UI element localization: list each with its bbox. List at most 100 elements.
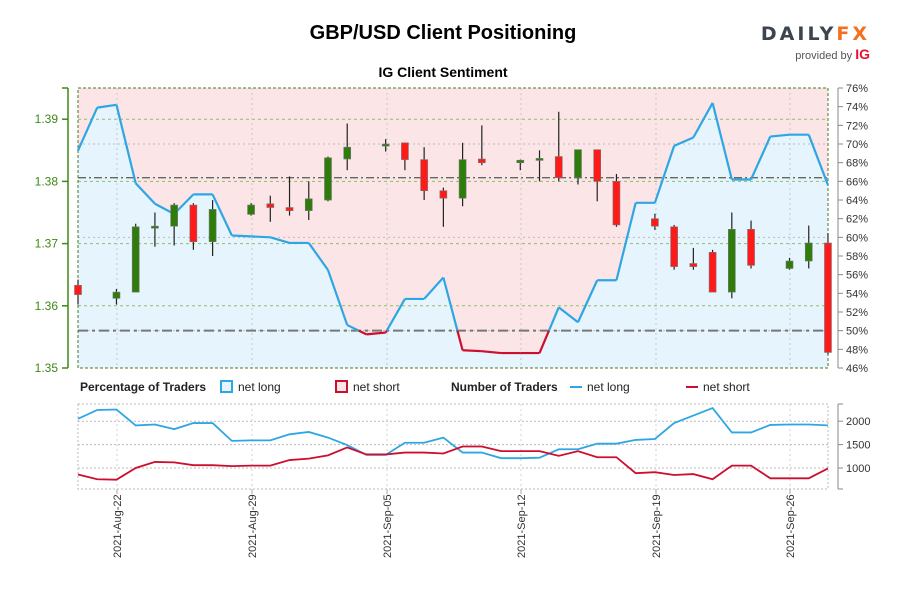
- net-long-percentage-line: [76, 102, 829, 355]
- bullish-candle: [304, 198, 313, 211]
- left-axis-label: 1.37: [35, 237, 59, 251]
- right-axis-label: 58%: [846, 251, 868, 263]
- date-label: 2021-Aug-29: [247, 494, 259, 558]
- bearish-candle: [689, 263, 698, 267]
- sentiment-segment: [326, 269, 349, 326]
- right-axis-label: 64%: [846, 195, 868, 207]
- sentiment-segment: [385, 298, 406, 332]
- sentiment-segment: [481, 350, 502, 355]
- sentiment-segment: [269, 236, 290, 244]
- bullish-candle: [535, 158, 544, 161]
- bullish-candle: [574, 149, 582, 178]
- sentiment-segment: [653, 145, 676, 204]
- axes: 1.35 1.36 1.37 1.38 1.39 46% 48% 50% 52% 54% 56% 58…: [35, 83, 869, 375]
- right-axis-label: 68%: [846, 158, 868, 170]
- date-label: 2021-Sep-19: [651, 494, 663, 558]
- right-axis-label: 56%: [846, 270, 868, 282]
- date-label: 2021-Sep-05: [382, 494, 394, 558]
- bearish-candle: [189, 204, 198, 243]
- right-axis-label: 62%: [846, 214, 868, 226]
- sentiment-segment: [115, 104, 137, 184]
- sentiment-segment: [615, 202, 637, 281]
- price-candlesticks: [74, 111, 832, 355]
- net-short-line-icon: [686, 386, 698, 388]
- logo-wordmark: DAILYFX: [760, 24, 870, 44]
- bullish-candle: [804, 242, 813, 262]
- legend: Percentage of Traders net long net short…: [80, 380, 840, 396]
- logo-fx: FX: [836, 23, 870, 45]
- left-axis-label: 1.35: [35, 361, 59, 375]
- chart-title: GBP/USD Client Positioning: [309, 22, 577, 44]
- bullish-candle: [324, 157, 332, 201]
- right-axis-label: 48%: [846, 344, 868, 356]
- bearish-candle: [74, 284, 82, 295]
- left-axis-label: 1.39: [35, 112, 59, 126]
- date-label: 2021-Aug-22: [112, 494, 124, 558]
- legend-number-header: Number of Traders: [451, 380, 558, 394]
- ig-logo-icon: IG: [855, 46, 870, 62]
- bearish-candle: [747, 228, 755, 266]
- bearish-candle: [670, 226, 678, 267]
- sentiment-segment: [692, 102, 714, 139]
- legend-num-net-short: net short: [686, 380, 750, 394]
- date-label: 2021-Sep-12: [516, 494, 528, 558]
- sentiment-segment: [231, 234, 252, 238]
- bearish-candle: [708, 252, 717, 293]
- bullish-candle: [170, 204, 178, 227]
- sentiment-segment: [711, 102, 733, 180]
- sentiment-segment: [442, 277, 459, 331]
- date-label: 2021-Sep-26: [785, 494, 797, 558]
- legend-pct-net-long: net long: [220, 380, 281, 394]
- right-axis-label: 76%: [846, 83, 868, 95]
- date-axis-labels: 2021-Aug-22 2021-Aug-29 2021-Sep-05 2021-Se…: [112, 489, 797, 558]
- bearish-candle: [554, 156, 563, 178]
- sentiment-segment: [547, 306, 560, 332]
- dailyfx-logo: DAILYFX provided by IG: [760, 24, 870, 62]
- sentiment-segment: [97, 103, 117, 109]
- legend-num-net-long: net long: [570, 380, 630, 394]
- trader-count-long-line: [77, 407, 829, 460]
- bearish-candle: [593, 149, 602, 182]
- net-long-line-icon: [570, 386, 582, 388]
- sentiment-segment: [423, 276, 445, 300]
- bullish-candle: [343, 146, 352, 160]
- bullish-candle: [247, 204, 255, 215]
- net-long-square-icon: [220, 380, 233, 393]
- right-axis-label: 66%: [846, 176, 868, 188]
- left-axis-label: 1.36: [35, 299, 59, 313]
- bullish-candle: [112, 291, 121, 299]
- sentiment-segment: [307, 242, 329, 271]
- sentiment-segment: [538, 330, 550, 354]
- legend-percentage-header: Percentage of Traders: [80, 380, 207, 394]
- sentiment-segment: [384, 330, 388, 334]
- net-short-square-icon: [335, 380, 348, 393]
- bullish-candle: [131, 226, 140, 293]
- bullish-candle: [728, 228, 736, 293]
- right-axis-label: 46%: [846, 363, 868, 375]
- net-long-area: [78, 102, 828, 368]
- bearish-candle: [612, 181, 621, 226]
- right-axis-label: 54%: [846, 288, 868, 300]
- sentiment-segment: [456, 330, 464, 351]
- legend-pct-net-short: net short: [335, 380, 400, 394]
- count-axis-label: 2000: [846, 416, 870, 428]
- right-axis-label: 72%: [846, 120, 868, 132]
- bearish-candle: [401, 142, 409, 160]
- bearish-candle: [478, 158, 486, 164]
- bullish-candle: [208, 209, 217, 243]
- trader-count-chart: 1000 1500 2000: [77, 403, 870, 490]
- sentiment-segment: [462, 349, 482, 353]
- bullish-candle: [785, 260, 794, 269]
- sentiment-segment: [358, 329, 367, 336]
- trader-count-short-line: [77, 445, 829, 481]
- sentiment-segment: [807, 134, 829, 186]
- sentiment-segment: [211, 193, 233, 236]
- bearish-candle: [266, 203, 275, 208]
- bullish-candle: [151, 225, 159, 229]
- left-axis-label: 1.38: [35, 174, 59, 188]
- count-axis-label: 1500: [846, 440, 870, 452]
- sub-plot-border: [77, 403, 829, 490]
- bullish-candle: [381, 143, 390, 147]
- sentiment-segment: [750, 136, 772, 180]
